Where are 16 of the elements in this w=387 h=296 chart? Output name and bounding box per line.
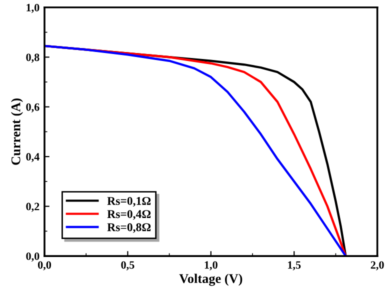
y-axis-title: Current (A) (11, 98, 23, 165)
x-tick-label: 1,5 (288, 261, 301, 270)
y-tick-label: 0,0 (26, 252, 40, 262)
x-axis-title: Voltage (V) (179, 274, 242, 286)
y-tick-label: 1,0 (26, 4, 40, 13)
x-tick-label: 2,0 (370, 261, 384, 270)
y-tick-label: 0,6 (26, 103, 40, 112)
y-tick-label: 0,4 (26, 153, 40, 162)
y-tick-label: 0,2 (26, 202, 40, 212)
legend-label: Rs=0,1Ω (107, 196, 151, 207)
legend-label: Rs=0,8Ω (107, 223, 151, 233)
x-tick-label: 1,0 (204, 261, 218, 270)
x-tick-label: 0,0 (38, 261, 52, 270)
legend-label: Rs=0,4Ω (107, 210, 151, 220)
y-tick-label: 0,8 (26, 54, 40, 63)
x-tick-label: 0,5 (121, 261, 134, 270)
